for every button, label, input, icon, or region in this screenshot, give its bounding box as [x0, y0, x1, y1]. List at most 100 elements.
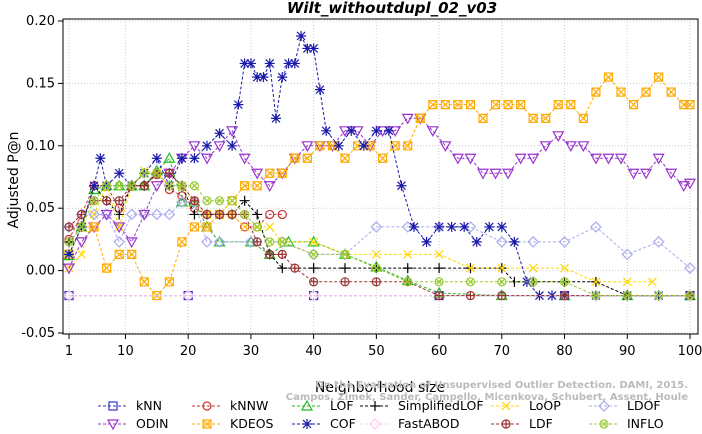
legend: kNN kNNW LOF SimplifiedLOF LoOP LDOF ODIN KDEOS…: [98, 398, 664, 431]
data-point-cof: [283, 58, 294, 69]
data-point-odin: [238, 153, 251, 165]
data-point-odin: [150, 181, 163, 192]
data-point-simplifiedlof: [340, 263, 350, 274]
legend-item-lof: LOF: [292, 398, 354, 413]
data-point-ldof: [125, 208, 138, 221]
data-point-kdeos: [189, 222, 200, 232]
legend-marker: [300, 399, 314, 411]
data-point-fastabod: [307, 289, 320, 302]
data-point-kdeos: [490, 100, 501, 110]
data-point-loop: [647, 277, 657, 287]
data-point-ldf: [102, 196, 111, 205]
data-point-odin: [577, 141, 590, 153]
legend-marker: [599, 419, 609, 429]
data-point-ldof: [684, 262, 696, 274]
legend-label: ODIN: [136, 416, 169, 431]
data-point-inflo: [240, 209, 250, 220]
data-point-ldf: [290, 264, 299, 273]
data-point-inflo: [103, 182, 110, 189]
series-line-loop: [68, 170, 653, 283]
data-point-kdeos: [352, 141, 363, 151]
data-point-ldf: [309, 277, 318, 286]
data-point-inflo: [178, 182, 186, 189]
data-point-kdeos: [503, 100, 513, 110]
legend-marker: [502, 420, 510, 428]
data-point-odin: [527, 153, 540, 165]
data-point-loop: [309, 237, 319, 247]
data-point-simplifiedlof: [252, 209, 263, 220]
data-point-ldof: [245, 236, 257, 248]
data-point-odin: [213, 141, 226, 153]
data-point-kdeos: [114, 249, 124, 259]
data-point-inflo: [341, 251, 349, 258]
data-point-kdeos: [516, 100, 526, 110]
legend-item-fastabod: FastABOD: [360, 416, 460, 431]
x-tick-label: 70: [494, 344, 511, 359]
data-point-kdeos: [340, 153, 350, 163]
data-point-kdeos: [528, 113, 538, 123]
data-point-ldf: [190, 196, 199, 205]
data-point-inflo: [528, 277, 538, 287]
data-point-inflo: [216, 197, 223, 204]
data-point-cof: [302, 43, 313, 54]
data-point-ldof: [590, 221, 602, 233]
data-point-kdeos: [603, 72, 614, 82]
data-point-odin: [665, 168, 678, 180]
data-point-cof: [64, 249, 74, 260]
legend-item-inflo: INFLO: [589, 416, 664, 431]
data-point-cof: [333, 140, 344, 151]
x-tick-label: 1: [65, 344, 73, 359]
data-point-inflo: [434, 277, 444, 287]
data-point-loop: [591, 277, 601, 287]
data-point-knnw: [265, 209, 275, 220]
data-point-cof: [509, 236, 520, 247]
data-point-cof: [202, 140, 212, 151]
data-point-odin: [426, 126, 439, 138]
legend-label: LoOP: [529, 398, 561, 413]
data-point-kdeos: [177, 237, 187, 247]
data-point-kdeos: [654, 72, 664, 82]
data-point-lof: [307, 235, 320, 247]
data-point-cof: [245, 58, 256, 69]
data-point-inflo: [128, 182, 135, 189]
series-layer: [62, 30, 697, 302]
legend-label: SimplifiedLOF: [398, 398, 484, 413]
grid: [63, 19, 698, 334]
legend-label: KDEOS: [230, 416, 274, 431]
data-point-cof: [296, 30, 307, 41]
data-point-ldf: [165, 169, 174, 178]
data-point-cof: [258, 72, 269, 83]
data-point-odin: [539, 141, 552, 153]
data-point-inflo: [404, 278, 411, 286]
data-point-inflo: [467, 278, 474, 286]
data-point-kdeos: [403, 141, 413, 151]
data-point-kdeos: [378, 153, 388, 163]
data-point-inflo: [561, 278, 568, 286]
legend-marker: [370, 401, 380, 411]
legend-marker: [106, 419, 120, 431]
data-point-inflo: [189, 181, 200, 191]
series-line-simplifiedlof: [68, 172, 690, 297]
data-point-odin: [439, 141, 452, 153]
data-point-ldf: [560, 291, 569, 300]
data-point-kdeos: [302, 153, 312, 163]
data-point-ldof: [652, 236, 665, 248]
data-point-inflo: [114, 181, 124, 191]
data-point-odin: [401, 113, 414, 125]
data-point-knn: [64, 290, 74, 301]
data-point-ldof: [370, 221, 383, 233]
data-point-kdeos: [478, 113, 488, 123]
data-point-odin: [138, 209, 151, 221]
data-point-ldof: [201, 236, 213, 248]
data-point-ldof: [464, 221, 477, 233]
data-point-cof: [409, 221, 419, 232]
data-point-cof: [89, 180, 100, 191]
data-point-inflo: [64, 237, 74, 247]
data-point-ldof: [88, 208, 100, 221]
x-axis: 1 10 20 30 40 50 60 70 80 90 100: [65, 334, 702, 359]
data-point-odin: [489, 168, 502, 180]
data-point-cof: [214, 128, 225, 139]
data-point-cof: [434, 221, 445, 232]
data-point-inflo: [277, 237, 287, 247]
